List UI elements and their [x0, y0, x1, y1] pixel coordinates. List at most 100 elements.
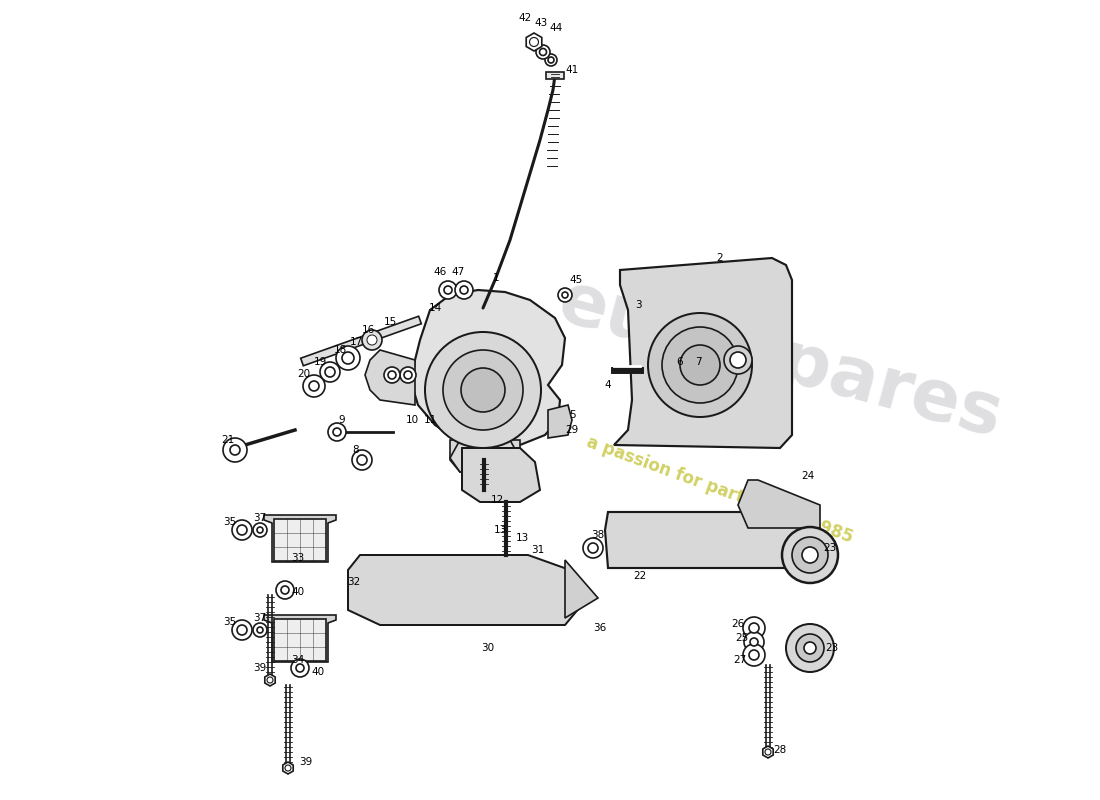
- Polygon shape: [450, 440, 520, 472]
- Text: 21: 21: [221, 435, 234, 445]
- Circle shape: [648, 313, 752, 417]
- Circle shape: [804, 642, 816, 654]
- Circle shape: [223, 438, 248, 462]
- Circle shape: [443, 350, 522, 430]
- Text: 35: 35: [223, 617, 236, 627]
- Circle shape: [562, 292, 568, 298]
- Text: 19: 19: [314, 357, 327, 367]
- Text: 37: 37: [253, 613, 266, 623]
- Circle shape: [257, 527, 263, 533]
- Text: 13: 13: [516, 533, 529, 543]
- Polygon shape: [762, 746, 773, 758]
- Polygon shape: [614, 258, 792, 448]
- Text: 44: 44: [549, 23, 562, 33]
- Text: 15: 15: [384, 317, 397, 327]
- Circle shape: [280, 586, 289, 594]
- Polygon shape: [365, 350, 415, 405]
- Bar: [274, 619, 326, 661]
- Circle shape: [744, 632, 764, 652]
- Text: 46: 46: [433, 267, 447, 277]
- Circle shape: [786, 624, 834, 672]
- Polygon shape: [738, 480, 820, 528]
- Text: 8: 8: [353, 445, 360, 455]
- Polygon shape: [264, 615, 336, 662]
- Circle shape: [558, 288, 572, 302]
- Text: 30: 30: [482, 643, 495, 653]
- Circle shape: [750, 638, 758, 646]
- Circle shape: [742, 617, 764, 639]
- Text: 45: 45: [570, 275, 583, 285]
- Text: 29: 29: [565, 425, 579, 435]
- Circle shape: [309, 381, 319, 391]
- Polygon shape: [565, 560, 598, 618]
- Circle shape: [539, 49, 547, 55]
- Text: 5: 5: [569, 410, 575, 420]
- Circle shape: [362, 330, 382, 350]
- Text: 41: 41: [565, 65, 579, 75]
- Circle shape: [342, 352, 354, 364]
- Circle shape: [296, 664, 304, 672]
- Text: 14: 14: [428, 303, 441, 313]
- Text: 39: 39: [253, 663, 266, 673]
- Bar: [274, 519, 326, 561]
- Circle shape: [425, 332, 541, 448]
- Circle shape: [276, 581, 294, 599]
- Circle shape: [749, 650, 759, 660]
- Text: 35: 35: [223, 517, 236, 527]
- Text: 38: 38: [592, 530, 605, 540]
- Text: 2: 2: [717, 253, 724, 263]
- Text: 34: 34: [292, 655, 305, 665]
- Circle shape: [236, 525, 248, 535]
- Text: 13: 13: [494, 525, 507, 535]
- Text: 40: 40: [311, 667, 324, 677]
- Circle shape: [257, 627, 263, 633]
- Circle shape: [236, 625, 248, 635]
- Circle shape: [404, 371, 412, 379]
- Text: 33: 33: [292, 553, 305, 563]
- Circle shape: [336, 346, 360, 370]
- Circle shape: [742, 644, 764, 666]
- Text: 16: 16: [362, 325, 375, 335]
- Circle shape: [324, 367, 336, 377]
- Text: 27: 27: [734, 655, 747, 665]
- Text: 25: 25: [736, 633, 749, 643]
- Circle shape: [796, 634, 824, 662]
- Circle shape: [367, 335, 377, 345]
- Text: 43: 43: [535, 18, 548, 28]
- Circle shape: [536, 45, 550, 59]
- Text: eurospares: eurospares: [550, 267, 1010, 453]
- Circle shape: [749, 623, 759, 633]
- Text: 1: 1: [493, 273, 499, 283]
- Circle shape: [232, 520, 252, 540]
- Circle shape: [230, 445, 240, 455]
- Polygon shape: [548, 405, 572, 438]
- Circle shape: [461, 368, 505, 412]
- Circle shape: [548, 57, 554, 63]
- Circle shape: [724, 346, 752, 374]
- Polygon shape: [605, 512, 820, 568]
- Circle shape: [764, 749, 771, 755]
- Circle shape: [333, 428, 341, 436]
- Text: 23: 23: [824, 543, 837, 553]
- Circle shape: [588, 543, 598, 553]
- Circle shape: [292, 659, 309, 677]
- Circle shape: [400, 367, 416, 383]
- Text: 6: 6: [676, 357, 683, 367]
- Polygon shape: [265, 674, 275, 686]
- Circle shape: [388, 371, 396, 379]
- Circle shape: [439, 281, 456, 299]
- Text: 28: 28: [773, 745, 786, 755]
- Text: 24: 24: [802, 471, 815, 481]
- Text: 36: 36: [593, 623, 606, 633]
- Text: 31: 31: [531, 545, 544, 555]
- Text: 9: 9: [339, 415, 345, 425]
- Text: 10: 10: [406, 415, 419, 425]
- Circle shape: [384, 367, 400, 383]
- Circle shape: [583, 538, 603, 558]
- Text: 42: 42: [518, 13, 531, 23]
- Text: 17: 17: [350, 337, 363, 347]
- Circle shape: [358, 455, 367, 465]
- Polygon shape: [412, 290, 565, 448]
- Polygon shape: [348, 555, 590, 625]
- Circle shape: [529, 38, 539, 46]
